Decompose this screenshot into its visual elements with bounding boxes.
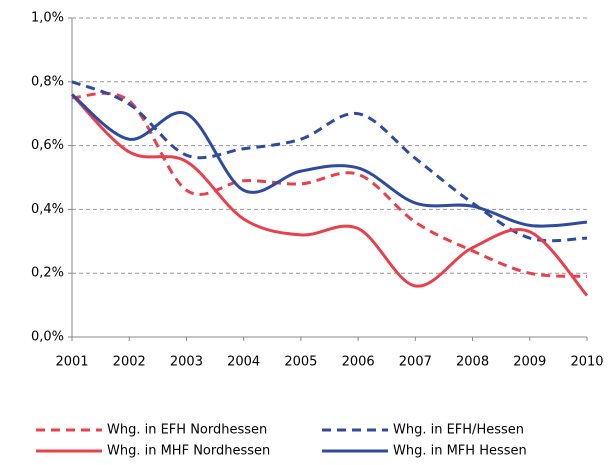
y-tick-label: 0,0%	[31, 330, 64, 345]
x-tick-label: 2010	[570, 355, 603, 370]
x-tick-label: 2004	[227, 355, 260, 370]
x-tick-label: 2008	[456, 355, 489, 370]
series-line	[70, 93, 589, 297]
x-tick-label: 2009	[513, 355, 546, 370]
y-tick-label: 1,0%	[31, 11, 64, 26]
series-line	[71, 80, 588, 243]
legend-label: Whg. in EFH/Hessen	[393, 423, 524, 438]
y-tick-label: 0,4%	[31, 202, 64, 217]
y-tick-label: 0,2%	[31, 266, 64, 281]
x-tick-label: 2003	[170, 355, 203, 370]
y-tick-label: 0,6%	[31, 138, 64, 153]
legend-label: Whg. in MHF Nordhessen	[107, 444, 270, 459]
x-tick-label: 2007	[399, 355, 432, 370]
x-tick-label: 2006	[342, 355, 375, 370]
x-tick-label: 2005	[284, 355, 317, 370]
legend-label: Whg. in MFH Hessen	[393, 444, 527, 459]
series-line	[71, 93, 588, 228]
y-tick-label: 0,8%	[31, 74, 64, 89]
series-line	[71, 91, 588, 278]
legend-label: Whg. in EFH Nordhessen	[107, 423, 267, 438]
x-tick-label: 2001	[55, 355, 88, 370]
x-tick-label: 2002	[113, 355, 146, 370]
